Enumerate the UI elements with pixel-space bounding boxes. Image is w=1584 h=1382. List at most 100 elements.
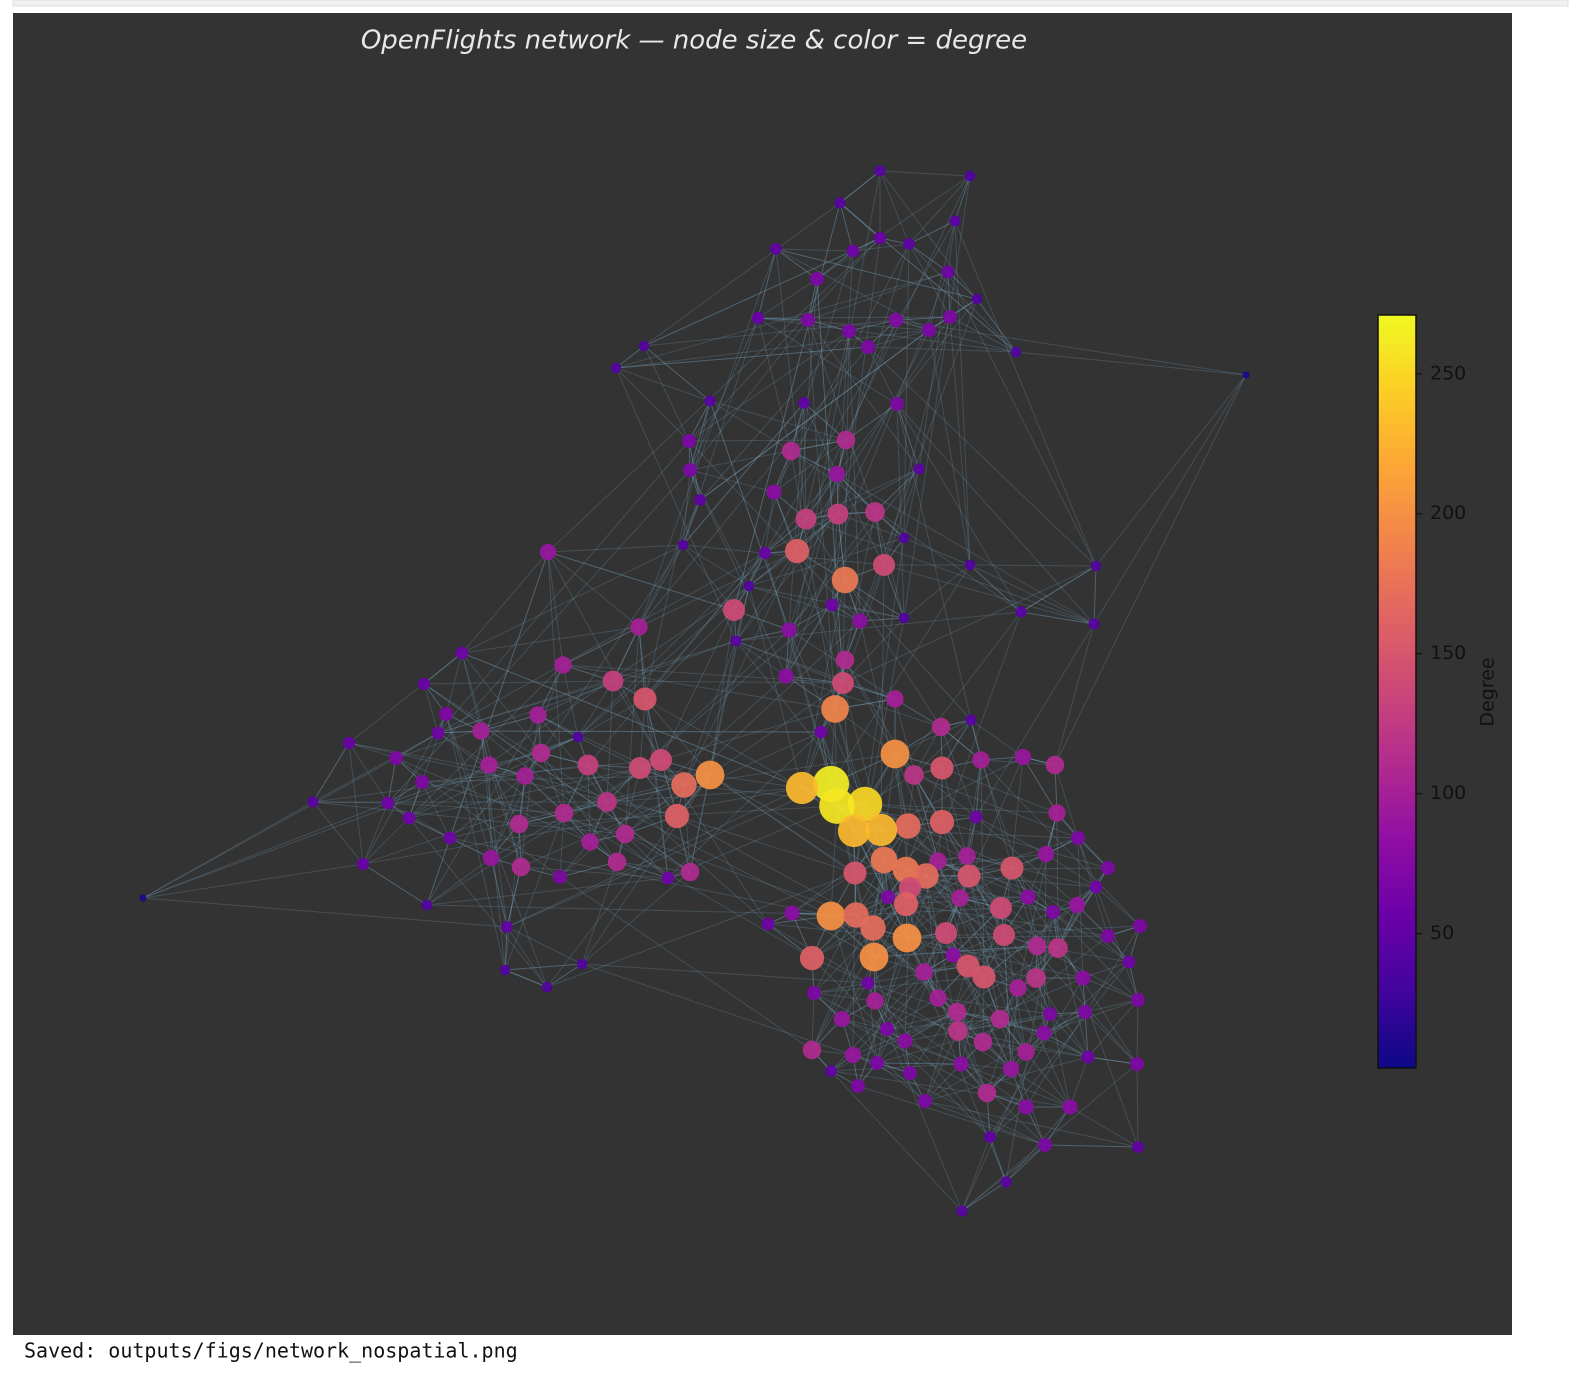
edge: [775, 248, 978, 300]
edge: [506, 926, 548, 988]
edge: [142, 801, 314, 899]
edge: [408, 585, 750, 819]
edge: [811, 887, 911, 1051]
edge: [831, 604, 905, 619]
edge: [643, 237, 881, 347]
node: [929, 852, 947, 870]
edge: [312, 742, 350, 803]
edge: [688, 440, 861, 622]
edge: [876, 1062, 962, 1065]
node: [356, 857, 370, 871]
edge: [775, 248, 978, 300]
edge: [563, 812, 813, 959]
node: [903, 238, 915, 250]
node: [865, 502, 885, 522]
edge: [896, 403, 920, 470]
edge: [362, 787, 803, 865]
edge: [547, 551, 640, 628]
edge: [839, 202, 1017, 353]
colorbar-tick-label: 50: [1430, 922, 1454, 944]
edge: [540, 752, 618, 863]
edge: [735, 611, 1022, 642]
edge: [735, 513, 839, 642]
edge: [520, 866, 669, 879]
node: [949, 215, 961, 227]
edge: [982, 1041, 1138, 1065]
node: [971, 293, 983, 305]
edge: [879, 170, 971, 177]
node: [873, 554, 895, 576]
node: [958, 847, 976, 865]
edge: [957, 1011, 1086, 1032]
edge: [886, 1011, 958, 1030]
edge: [643, 250, 854, 347]
edge: [905, 903, 1071, 1108]
node: [785, 771, 819, 805]
edge: [643, 345, 690, 442]
edge: [954, 220, 971, 566]
node: [730, 635, 742, 647]
edge: [490, 857, 508, 928]
edge: [1093, 565, 1097, 625]
node: [870, 1056, 884, 1070]
edge: [764, 220, 956, 554]
edge: [880, 564, 885, 831]
edge: [445, 713, 548, 988]
node: [781, 622, 797, 638]
edge: [864, 803, 977, 818]
node: [1018, 1099, 1034, 1115]
edge: [537, 714, 685, 786]
edge: [562, 626, 640, 666]
edge: [839, 170, 881, 204]
edge: [423, 683, 608, 803]
edge: [790, 450, 1022, 613]
edge: [896, 403, 1095, 625]
node: [501, 921, 513, 933]
edge: [839, 202, 1017, 353]
edge: [1087, 1056, 1138, 1065]
edge: [968, 875, 1059, 949]
edge: [908, 220, 956, 245]
edge: [895, 319, 1247, 376]
edge: [908, 243, 949, 273]
edge: [989, 961, 1130, 1138]
node: [1045, 755, 1065, 775]
node: [1078, 1005, 1092, 1019]
edge: [975, 816, 1078, 906]
edge: [587, 764, 769, 925]
edge: [461, 551, 549, 654]
edge: [480, 714, 539, 732]
edge: [682, 544, 750, 587]
edge: [1022, 756, 1058, 814]
edge: [348, 652, 463, 744]
edge: [844, 579, 972, 721]
node: [633, 687, 657, 711]
edge: [540, 752, 565, 814]
edge: [839, 202, 881, 239]
edge: [1056, 812, 1059, 949]
edge: [813, 859, 885, 994]
edge: [894, 753, 977, 818]
colorbar-tick-label: 150: [1430, 642, 1466, 664]
edge: [490, 857, 508, 928]
edge: [886, 997, 939, 1030]
edge: [839, 202, 854, 252]
edge: [1054, 764, 1079, 839]
edge: [906, 937, 1084, 979]
node: [661, 871, 675, 885]
edge: [1043, 1011, 1086, 1034]
edge: [913, 719, 972, 776]
edge: [1043, 1032, 1089, 1058]
edge: [735, 629, 790, 642]
edge: [423, 683, 691, 873]
node: [913, 463, 925, 475]
node: [807, 986, 821, 1000]
edge: [757, 248, 777, 319]
edge: [537, 664, 564, 716]
node: [860, 915, 886, 941]
colorbar-tick-label: 200: [1430, 502, 1466, 524]
edge: [790, 450, 836, 710]
node: [1002, 1060, 1020, 1078]
node: [1242, 371, 1250, 379]
edge: [785, 675, 942, 728]
